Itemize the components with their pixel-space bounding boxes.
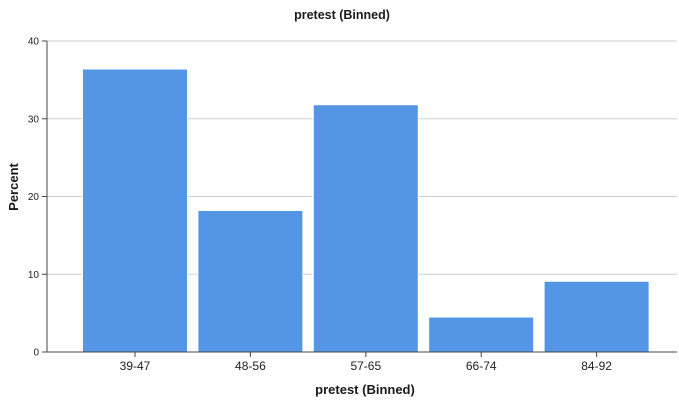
x-tick-label: 57-65 [350,359,381,373]
bars [82,68,650,353]
x-tick-label: 66-74 [466,359,497,373]
chart-title: pretest (Binned) [294,8,390,22]
x-tick-label: 84-92 [581,359,612,373]
bar-39-47 [82,68,188,353]
bar-48-56 [197,209,304,353]
y-tick-label: 20 [28,192,40,203]
x-tick-label: 39-47 [120,359,151,373]
y-tick-label: 10 [28,270,40,281]
bar-84-92 [543,280,650,353]
x-axis-title: pretest (Binned) [315,382,415,397]
y-axis-title: Percent [6,162,21,210]
y-tick-label: 30 [28,114,40,125]
y-tick-labels: 0 10 20 30 40 [28,37,47,359]
x-tick-label: 48-56 [235,359,266,373]
bar-66-74 [428,316,535,353]
x-tick-labels: 39-47 48-56 57-65 66-74 84-92 [120,352,612,373]
y-tick-label: 40 [28,37,40,48]
bar-57-65 [312,104,419,353]
y-tick-label: 0 [33,348,39,359]
